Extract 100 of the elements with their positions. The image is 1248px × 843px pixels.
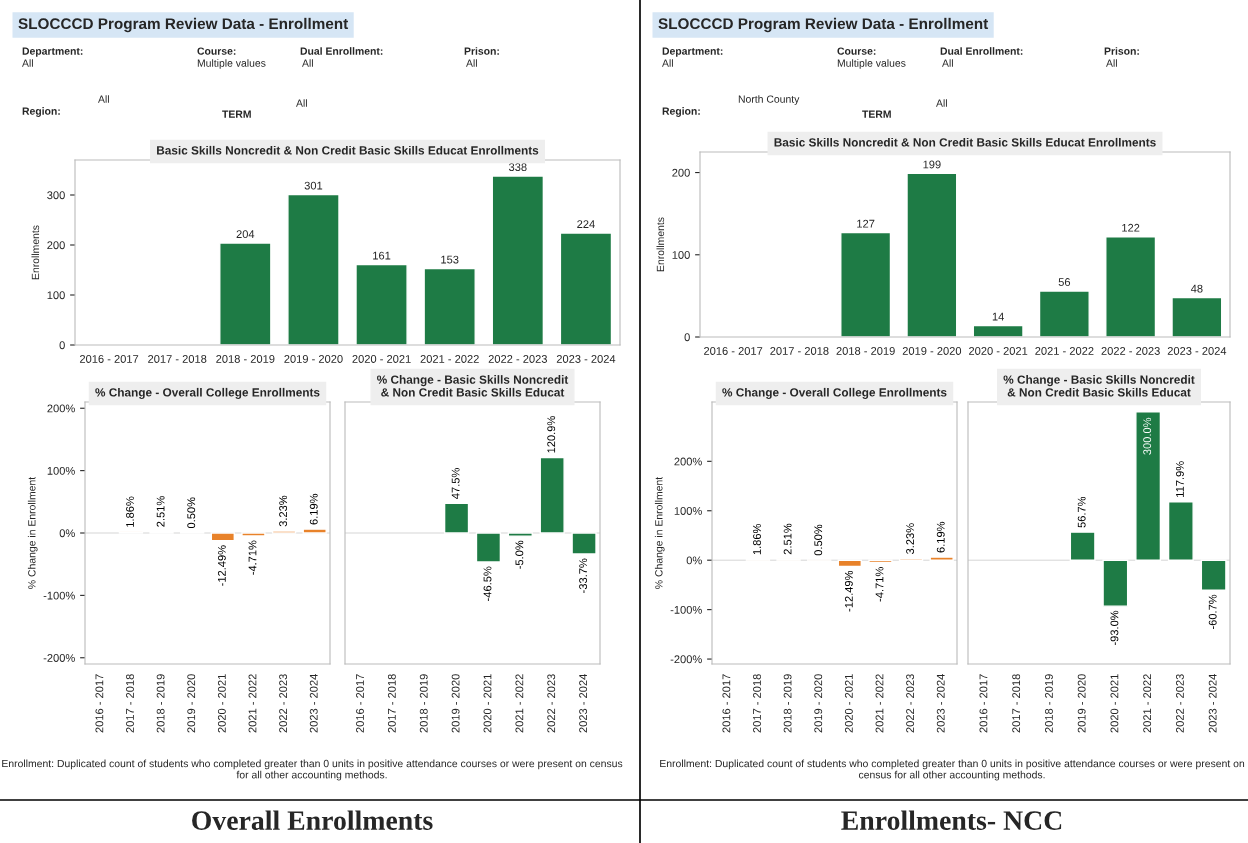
chart-title: Basic Skills Noncredit & Non Credit Basic Skills Educat Enrollments	[157, 145, 539, 155]
text: All	[662, 59, 673, 67]
bar	[423, 267, 476, 345]
x-tick-label: 2018 - 2019	[216, 355, 275, 363]
text: All	[1106, 59, 1117, 67]
text: Dual Enrollment:	[300, 47, 383, 55]
data-label: 56.7%	[1077, 496, 1086, 528]
text: All	[302, 59, 313, 67]
x-tick-label: 2017 - 2018	[387, 674, 396, 733]
data-label: -93.0%	[1110, 610, 1119, 646]
x-tick-label: 2020 - 2021	[1110, 674, 1119, 733]
text: All	[22, 59, 33, 67]
text: All	[466, 59, 477, 67]
text: All	[98, 95, 109, 103]
data-label: 204	[236, 230, 255, 239]
data-label: 122	[1122, 223, 1140, 232]
x-tick-label: 2017 - 2018	[148, 355, 207, 363]
bar	[906, 172, 958, 337]
x-tick-label: 2016 - 2017	[79, 355, 139, 363]
y-tick-label: -200%	[670, 655, 702, 664]
y-tick-label: 0	[59, 341, 65, 350]
y-tick-label: -100%	[670, 605, 702, 614]
text: All	[296, 99, 307, 107]
data-label: -46.5%	[483, 566, 492, 601]
x-tick-label: 2017 - 2018	[770, 347, 829, 355]
y-tick-label: 100%	[47, 466, 75, 475]
text: Department:	[22, 47, 83, 57]
text: North County	[738, 95, 800, 105]
text: All	[942, 59, 953, 67]
y-axis-title: % Change in Enrollment	[27, 476, 38, 589]
text: Prison:	[1104, 47, 1139, 55]
y-tick-label: 100%	[674, 507, 702, 515]
x-tick-label: 2021 - 2022	[1143, 674, 1152, 733]
text: Dual Enrollment:	[940, 47, 1023, 55]
x-tick-label: 2018 - 2019	[419, 674, 428, 733]
x-tick-label: 2016 - 2017	[704, 347, 763, 355]
data-label: 224	[577, 220, 595, 228]
x-tick-label: 2022 - 2023	[1101, 347, 1160, 355]
y-tick-label: 200%	[674, 457, 702, 466]
x-tick-label: 2019 - 2020	[187, 674, 196, 733]
bar	[1105, 235, 1157, 337]
data-label: 56	[1058, 278, 1071, 286]
x-tick-label: 2019 - 2020	[451, 674, 460, 733]
x-tick-label: 2022 - 2023	[1175, 674, 1184, 733]
x-tick-label: 2020 - 2021	[217, 674, 226, 733]
bar	[355, 263, 408, 345]
x-tick-label: 2022 - 2023	[547, 674, 556, 733]
y-tick-label: -100%	[43, 591, 75, 600]
x-tick-label: 2020 - 2021	[969, 347, 1028, 355]
y-tick-label: 200%	[47, 404, 75, 413]
y-tick-label: 300	[47, 191, 65, 200]
x-tick-label: 2023 - 2024	[1167, 347, 1227, 355]
chart-title: % Change - Overall College Enrollments	[722, 387, 947, 399]
chart-title: Basic Skills Noncredit & Non Credit Basic Skills Educat Enrollments	[774, 137, 1156, 147]
x-tick-label: 2018 - 2019	[1044, 674, 1053, 733]
x-tick-label: 2022 - 2023	[906, 674, 915, 733]
data-label: 0.50%	[814, 524, 823, 556]
bar	[1038, 290, 1090, 337]
x-tick-label: 2016 - 2017	[979, 674, 988, 733]
x-tick-label: 2023 - 2024	[1208, 674, 1217, 733]
data-label: 161	[373, 251, 391, 260]
bar	[1102, 559, 1129, 607]
bar	[1167, 501, 1194, 561]
x-tick-label: 2019 - 2020	[814, 674, 823, 733]
y-tick-label: 0%	[59, 529, 75, 538]
text: Enrollment: Duplicated count of students who completed greater than 0 units in positive attendance courses or were present on census for all other accounting methods.	[660, 759, 1245, 781]
chart-title: % Change - Basic Skills Noncredit & Non Credit Basic Skills Educat	[377, 375, 569, 397]
x-tick-label: 2021 - 2022	[1035, 347, 1094, 355]
text: Course:	[197, 47, 236, 55]
data-label: 48	[1190, 284, 1203, 293]
x-tick-label: 2023 - 2024	[936, 674, 945, 733]
data-label: 199	[923, 160, 941, 169]
x-tick-label: 2018 - 2019	[156, 674, 165, 733]
data-label: 127	[857, 219, 875, 228]
x-tick-label: 2021 - 2022	[248, 674, 257, 733]
chart-title: % Change - Basic Skills Noncredit & Non Credit Basic Skills Educat	[1003, 375, 1195, 397]
data-label: 6.19%	[309, 493, 318, 525]
text: Region:	[662, 107, 700, 117]
data-label: 0.50%	[187, 497, 196, 529]
data-label: -12.49%	[844, 570, 853, 612]
bar	[559, 232, 613, 345]
text: Overall Enrollments	[192, 810, 433, 830]
data-label: -4.71%	[248, 540, 257, 575]
text: Enrollment: Duplicated count of students who completed greater than 0 units in positive attendance courses or were present on census for all other accounting methods.	[2, 759, 623, 781]
bar	[219, 242, 272, 345]
text: SLOCCCD Program Review Data - Enrollment	[658, 17, 989, 33]
x-tick-label: 2020 - 2021	[844, 674, 853, 733]
x-tick-label: 2017 - 2018	[126, 674, 134, 733]
data-label: 14	[992, 312, 1004, 321]
x-tick-label: 2019 - 2020	[1077, 674, 1086, 733]
text: SLOCCCD Program Review Data - Enrollment	[18, 17, 349, 33]
data-label: 2.51%	[783, 523, 792, 555]
bar	[972, 324, 1024, 337]
y-tick-label: 100	[672, 251, 690, 259]
x-tick-label: 2020 - 2021	[483, 674, 492, 733]
text: TERM	[862, 110, 891, 118]
data-label: -5.0%	[515, 540, 524, 569]
x-tick-label: 2022 - 2023	[488, 355, 547, 363]
data-label: 117.9%	[1175, 461, 1184, 497]
y-axis-title: Enrollments	[31, 225, 40, 280]
